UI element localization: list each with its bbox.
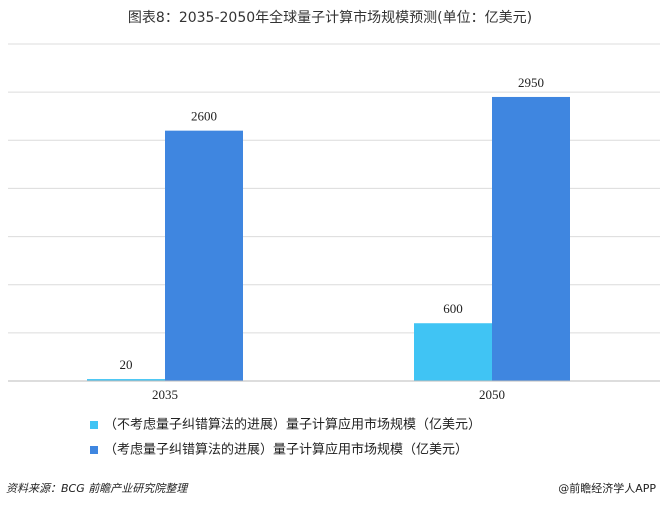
x-tick-label: 2050: [479, 387, 505, 402]
value-label: 20: [120, 357, 133, 372]
value-label: 2950: [518, 75, 544, 90]
legend-label: （考虑量子纠错算法的进展）量子计算应用市场规模（亿美元）: [104, 442, 468, 458]
legend-label: （不考虑量子纠错算法的进展）量子计算应用市场规模（亿美元）: [104, 417, 481, 433]
source: 资料来源：BCG 前瞻产业研究院整理: [6, 482, 189, 495]
bar: [414, 323, 492, 381]
bar: [165, 130, 243, 381]
credit: @前瞻经济学人APP: [558, 481, 656, 495]
legend-swatch: [90, 446, 98, 454]
chart-title: 图表8：2035-2050年全球量子计算市场规模预测(单位：亿美元): [128, 9, 532, 26]
bar: [492, 96, 570, 381]
legend-swatch: [90, 421, 98, 429]
bar: [87, 379, 165, 381]
value-label: 2600: [191, 109, 217, 124]
value-label: 600: [443, 301, 463, 316]
x-tick-label: 2035: [152, 387, 178, 402]
